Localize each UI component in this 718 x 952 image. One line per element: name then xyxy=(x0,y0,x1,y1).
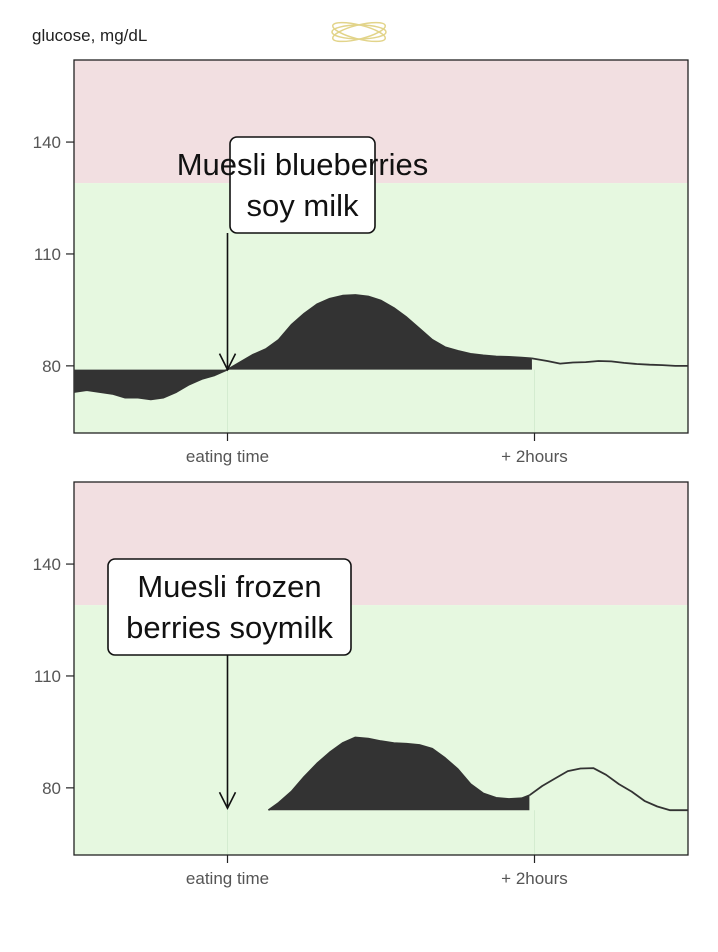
y-tick-label: 140 xyxy=(33,133,61,152)
meal-annotation-line-1: Muesli blueberries xyxy=(177,147,429,182)
x-tick-label: eating time xyxy=(186,447,269,466)
x-tick-label: + 2hours xyxy=(501,869,568,888)
x-tick-label: + 2hours xyxy=(501,447,568,466)
meal-annotation-line-2: soy milk xyxy=(247,188,359,223)
x-tick-label: eating time xyxy=(186,869,269,888)
meal-annotation-line-2: berries soymilk xyxy=(126,610,333,645)
chart-panel-1: 80 110 140 eating time + 2hours Muesli bluebe… xyxy=(33,60,688,466)
y-tick-label: 110 xyxy=(34,667,61,686)
meal-annotation-line-1: Muesli frozen xyxy=(137,569,321,604)
y-tick-label: 140 xyxy=(33,555,61,574)
y-tick-label: 80 xyxy=(42,357,61,376)
chart-panel-2: 80 110 140 eating time + 2hours Muesli frozen… xyxy=(33,482,688,888)
y-tick-label: 80 xyxy=(42,779,61,798)
y-tick-label: 110 xyxy=(34,245,61,264)
